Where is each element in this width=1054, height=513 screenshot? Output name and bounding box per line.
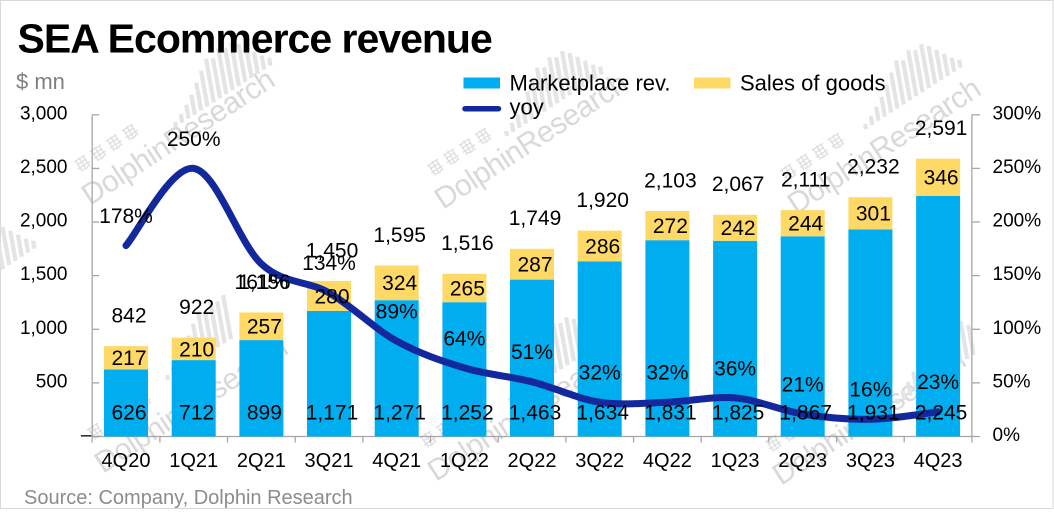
svg-text:1,825: 1,825 bbox=[712, 401, 765, 424]
svg-text:280: 280 bbox=[314, 285, 349, 308]
svg-text:4Q20: 4Q20 bbox=[102, 450, 151, 472]
svg-text:Source: Company, Dolphin Resea: Source: Company, Dolphin Research bbox=[24, 487, 353, 509]
svg-text:3,000: 3,000 bbox=[20, 103, 68, 124]
svg-text:16%: 16% bbox=[849, 379, 891, 402]
svg-text:1,156: 1,156 bbox=[238, 271, 291, 294]
svg-text:yoy: yoy bbox=[510, 95, 544, 120]
svg-text:2,591: 2,591 bbox=[915, 117, 968, 140]
svg-text:1,252: 1,252 bbox=[441, 401, 494, 424]
svg-text:1,171: 1,171 bbox=[306, 401, 359, 424]
svg-text:178%: 178% bbox=[99, 205, 153, 228]
svg-text:36%: 36% bbox=[714, 357, 756, 380]
svg-text:1Q21: 1Q21 bbox=[169, 450, 218, 472]
svg-text:1,450: 1,450 bbox=[306, 239, 359, 262]
svg-text:32%: 32% bbox=[646, 362, 688, 385]
svg-text:242: 242 bbox=[721, 217, 756, 240]
svg-text:Sales of goods: Sales of goods bbox=[740, 70, 886, 95]
svg-text:200%: 200% bbox=[993, 211, 1042, 232]
svg-text:712: 712 bbox=[179, 401, 214, 424]
svg-text:1,271: 1,271 bbox=[373, 401, 426, 424]
svg-text:346: 346 bbox=[924, 167, 959, 190]
svg-text:2Q21: 2Q21 bbox=[237, 450, 286, 472]
svg-text:1,500: 1,500 bbox=[20, 264, 68, 285]
svg-text:301: 301 bbox=[856, 203, 891, 226]
svg-text:626: 626 bbox=[111, 401, 146, 424]
svg-text:842: 842 bbox=[111, 305, 146, 328]
svg-text:250%: 250% bbox=[167, 128, 221, 151]
svg-text:3Q21: 3Q21 bbox=[305, 450, 354, 472]
svg-text:1,463: 1,463 bbox=[509, 401, 562, 424]
svg-text:32%: 32% bbox=[579, 362, 621, 385]
svg-text:4Q23: 4Q23 bbox=[914, 450, 963, 472]
svg-text:2,103: 2,103 bbox=[644, 169, 697, 192]
svg-text:500: 500 bbox=[36, 372, 68, 393]
svg-text:2Q23: 2Q23 bbox=[778, 450, 827, 472]
svg-text:4Q21: 4Q21 bbox=[372, 450, 421, 472]
svg-text:287: 287 bbox=[517, 254, 552, 277]
svg-text:899: 899 bbox=[247, 401, 282, 424]
svg-text:272: 272 bbox=[653, 215, 688, 238]
svg-text:$ mn: $ mn bbox=[16, 69, 65, 94]
svg-text:257: 257 bbox=[247, 316, 282, 339]
svg-text:161%: 161% bbox=[235, 271, 289, 294]
svg-text:21%: 21% bbox=[782, 373, 824, 396]
svg-text:1,595: 1,595 bbox=[373, 224, 426, 247]
svg-text:50%: 50% bbox=[993, 371, 1031, 392]
svg-text:4Q22: 4Q22 bbox=[643, 450, 692, 472]
svg-text:3Q23: 3Q23 bbox=[846, 450, 895, 472]
svg-text:1Q22: 1Q22 bbox=[440, 450, 489, 472]
svg-text:286: 286 bbox=[585, 235, 620, 258]
svg-text:300%: 300% bbox=[993, 103, 1042, 124]
svg-text:1,831: 1,831 bbox=[644, 401, 697, 424]
svg-text:2,232: 2,232 bbox=[847, 156, 900, 179]
svg-text:1,516: 1,516 bbox=[441, 232, 494, 255]
svg-text:23%: 23% bbox=[917, 371, 959, 394]
svg-text:1,634: 1,634 bbox=[576, 401, 629, 424]
svg-text:2Q22: 2Q22 bbox=[508, 450, 557, 472]
svg-text:2,000: 2,000 bbox=[20, 211, 68, 232]
svg-text:SEA Ecommerce revenue: SEA Ecommerce revenue bbox=[18, 15, 492, 61]
svg-text:1,000: 1,000 bbox=[20, 318, 68, 339]
svg-text:922: 922 bbox=[179, 296, 214, 319]
svg-text:210: 210 bbox=[179, 338, 214, 361]
svg-text:250%: 250% bbox=[993, 157, 1042, 178]
svg-text:1Q23: 1Q23 bbox=[711, 450, 760, 472]
svg-text:64%: 64% bbox=[443, 327, 485, 350]
svg-text:100%: 100% bbox=[993, 318, 1042, 339]
svg-text:89%: 89% bbox=[376, 301, 418, 324]
svg-text:1,867: 1,867 bbox=[779, 401, 832, 424]
svg-text:51%: 51% bbox=[511, 341, 553, 364]
svg-text:324: 324 bbox=[382, 272, 417, 295]
svg-text:244: 244 bbox=[788, 213, 823, 236]
svg-text:150%: 150% bbox=[993, 264, 1042, 285]
svg-text:1,920: 1,920 bbox=[576, 189, 629, 212]
svg-text:3Q22: 3Q22 bbox=[575, 450, 624, 472]
svg-text:1,931: 1,931 bbox=[847, 401, 900, 424]
svg-text:134%: 134% bbox=[302, 252, 356, 275]
svg-text:Marketplace rev.: Marketplace rev. bbox=[510, 70, 671, 95]
svg-text:2,067: 2,067 bbox=[712, 173, 765, 196]
svg-text:0%: 0% bbox=[993, 425, 1021, 446]
svg-text:1,749: 1,749 bbox=[509, 207, 562, 230]
svg-text:2,245: 2,245 bbox=[915, 401, 968, 424]
svg-text:–: – bbox=[81, 425, 92, 446]
svg-text:217: 217 bbox=[111, 347, 146, 370]
svg-text:2,500: 2,500 bbox=[20, 157, 68, 178]
svg-text:2,111: 2,111 bbox=[781, 169, 830, 192]
svg-text:265: 265 bbox=[450, 277, 485, 300]
